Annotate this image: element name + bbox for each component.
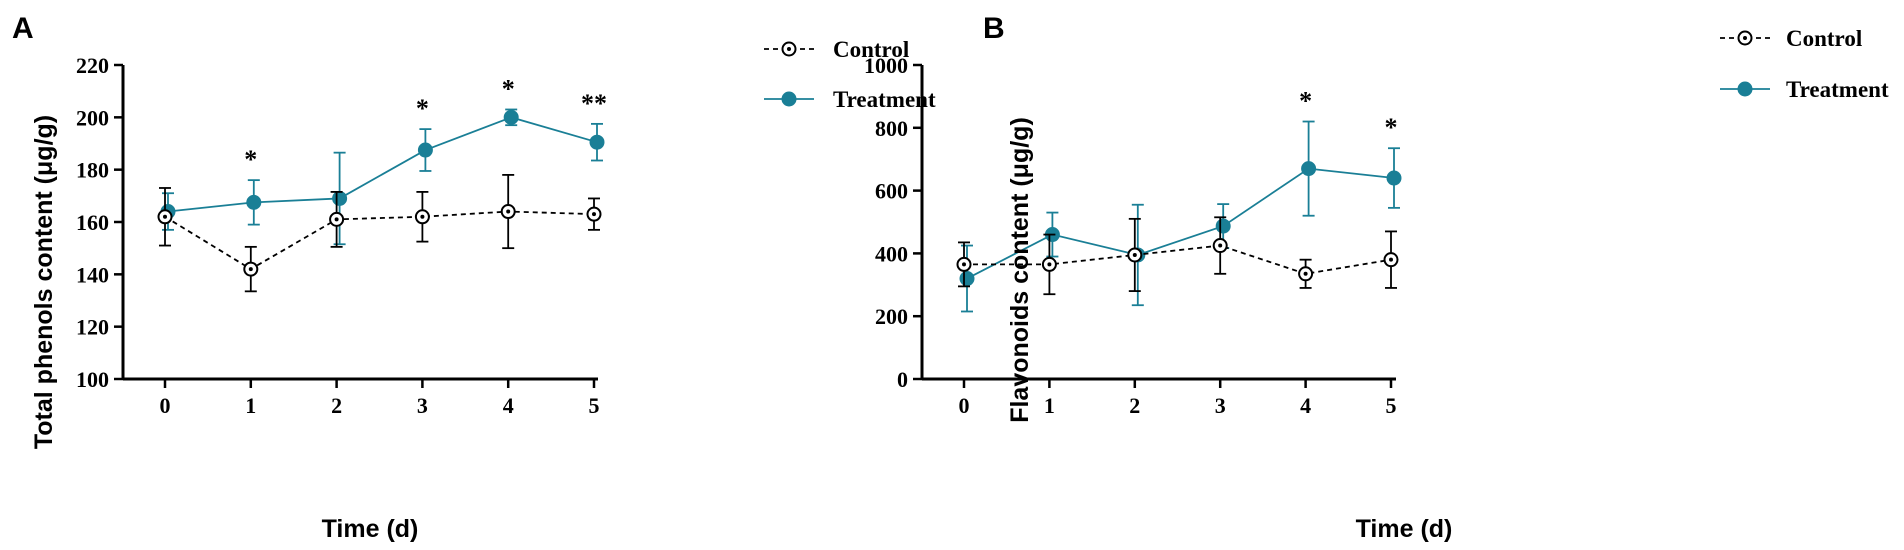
panel-b-treatment-point bbox=[1215, 218, 1231, 234]
panel-a-treatment-point bbox=[503, 109, 519, 125]
panel-a-x-tick-label: 1 bbox=[245, 393, 256, 418]
panel-a-x-tick-label: 5 bbox=[589, 393, 600, 418]
panel-a-legend-treatment: Treatment bbox=[764, 87, 936, 112]
panel-a-y-tick-label: 180 bbox=[76, 158, 109, 183]
panel-b-control-point-dot bbox=[1218, 243, 1223, 248]
panel-a-y-tick-label: 200 bbox=[76, 105, 109, 130]
panel-a-control-point-dot bbox=[334, 217, 339, 222]
panel-b: B 0 200 400 600 800 1000 0 1 2 3 4 5 * * Time (d) Fla… bbox=[864, 12, 1889, 543]
panel-b-control-point-dot bbox=[1389, 257, 1393, 262]
panel-b-y-tick-label: 1000 bbox=[864, 53, 908, 78]
panel-a-control-point-dot bbox=[248, 267, 253, 272]
panel-a-significance-label: * bbox=[244, 145, 257, 174]
legend-control-marker-dot bbox=[787, 47, 791, 51]
legend-control-marker-dot bbox=[1743, 36, 1747, 40]
panel-b-series-control bbox=[956, 216, 1399, 296]
panel-b-x-axis-title: Time (d) bbox=[1356, 515, 1453, 543]
panel-a-y-tick-label: 160 bbox=[76, 210, 109, 235]
panel-b-x-tick-label: 0 bbox=[959, 393, 970, 418]
panel-a-x-tick-label: 0 bbox=[160, 393, 171, 418]
panel-b-legend-treatment: Treatment bbox=[1720, 77, 1889, 102]
panel-a-y-axis-title: Total phenols content (μg/g) bbox=[30, 115, 58, 449]
panel-a-y-tick-label: 120 bbox=[76, 315, 109, 340]
panel-a-series-treatment bbox=[160, 108, 605, 246]
panel-a-letter: A bbox=[12, 12, 34, 45]
panel-b-y-tick-label: 0 bbox=[897, 367, 908, 392]
legend-treatment-marker bbox=[1737, 81, 1753, 97]
panel-b-significance-label: * bbox=[1385, 113, 1398, 142]
panel-b-control-point-dot bbox=[1303, 271, 1308, 276]
panel-a-y-tick-label: 220 bbox=[76, 53, 109, 78]
panel-a-x-tick-label: 2 bbox=[331, 393, 342, 418]
panel-b-y-tick-label: 800 bbox=[875, 116, 908, 141]
panel-b-y-tick-label: 400 bbox=[875, 241, 908, 266]
panel-a-y-tick-label: 140 bbox=[76, 262, 109, 287]
panel-a-x-tick-label: 3 bbox=[417, 393, 428, 418]
panel-b-y-tick-label: 200 bbox=[875, 304, 908, 329]
panel-a-treatment-point bbox=[332, 190, 348, 206]
panel-b-treatment-line bbox=[966, 167, 1395, 280]
panel-b-x-tick-label: 4 bbox=[1300, 393, 1311, 418]
panel-a-treatment-point bbox=[417, 142, 433, 158]
panel-b-x-tick-label: 3 bbox=[1215, 393, 1226, 418]
panel-b-y-tick-label: 600 bbox=[875, 179, 908, 204]
panel-b-y-axis-title: Flavonoids content (μg/g) bbox=[1006, 117, 1034, 423]
legend-treatment-label: Treatment bbox=[833, 87, 936, 112]
panel-a-treatment-line bbox=[167, 116, 598, 213]
panel-b-control-point-dot bbox=[1047, 262, 1052, 267]
panel-a-control-point-dot bbox=[506, 209, 511, 214]
panel-b-treatment-point bbox=[1301, 161, 1317, 177]
panel-a-x-axis-title: Time (d) bbox=[322, 515, 419, 543]
panel-b-control-point-dot bbox=[1132, 252, 1137, 257]
panel-a-control-point-dot bbox=[163, 214, 167, 219]
panel-b-plot: 0 200 400 600 800 1000 0 1 2 3 4 5 * * bbox=[864, 53, 1402, 418]
panel-a-treatment-point bbox=[246, 194, 262, 210]
panel-b-treatment-point bbox=[1386, 170, 1402, 186]
panel-b-control-line bbox=[964, 244, 1392, 275]
panel-a-treatment-point bbox=[589, 134, 605, 150]
panel-a-y-tick-label: 100 bbox=[76, 367, 109, 392]
panel-a-significance-label: ** bbox=[581, 89, 607, 118]
legend-treatment-label: Treatment bbox=[1786, 77, 1889, 102]
legend-treatment-marker bbox=[781, 91, 797, 107]
panel-a-significance-label: * bbox=[502, 74, 515, 103]
panel-a-series-control bbox=[157, 173, 602, 293]
panel-a-legend-control: Control bbox=[764, 37, 909, 62]
panel-b-letter: B bbox=[983, 12, 1005, 45]
panel-a-legend: Control Treatment bbox=[764, 37, 936, 112]
panel-b-x-tick-label: 5 bbox=[1386, 393, 1397, 418]
legend-control-label: Control bbox=[1786, 26, 1862, 51]
panel-b-legend: Control Treatment bbox=[1720, 26, 1889, 102]
legend-control-label: Control bbox=[833, 37, 909, 62]
panel-a-significance-label: * bbox=[416, 94, 429, 123]
panel-a-control-point-dot bbox=[592, 212, 596, 217]
panel-a-x-tick-label: 4 bbox=[503, 393, 514, 418]
panel-b-significance-label: * bbox=[1299, 87, 1312, 116]
panel-b-x-tick-label: 2 bbox=[1129, 393, 1140, 418]
panel-a-control-line bbox=[164, 210, 595, 271]
panel-b-legend-control: Control bbox=[1720, 26, 1862, 51]
panel-b-x-tick-label: 1 bbox=[1044, 393, 1055, 418]
panel-b-treatment-point bbox=[959, 271, 975, 287]
panel-a-control-point-dot bbox=[420, 214, 425, 219]
panel-b-control-point-dot bbox=[962, 262, 966, 267]
